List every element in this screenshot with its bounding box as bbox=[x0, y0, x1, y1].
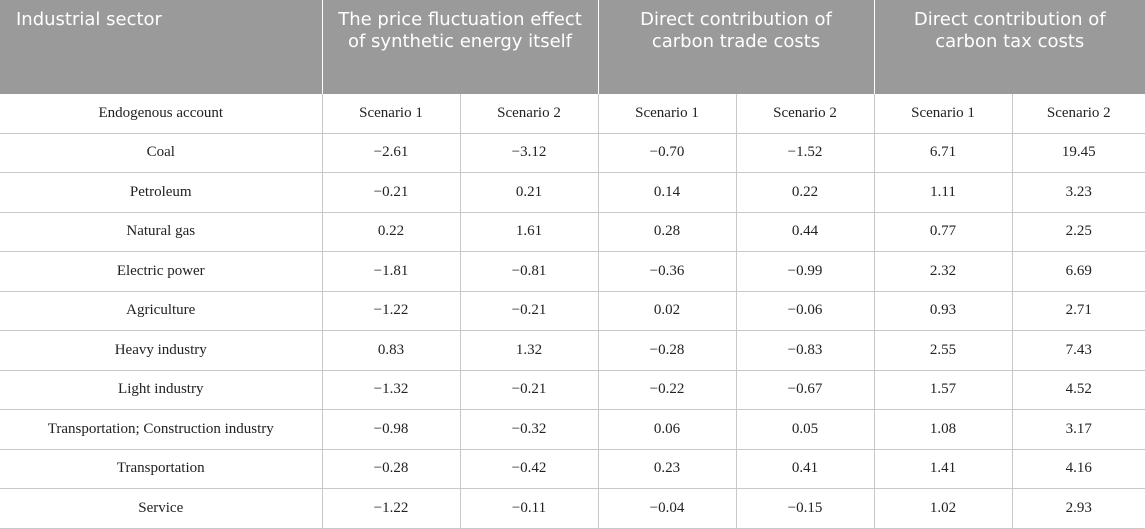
row-label: Service bbox=[0, 488, 323, 529]
table-row: Light industry −1.32 −0.21 −0.22 −0.67 1.57 4.… bbox=[0, 370, 1145, 410]
table-cell: −0.06 bbox=[736, 291, 875, 331]
table-cell: −1.22 bbox=[322, 488, 461, 529]
table-cell: −0.42 bbox=[460, 449, 599, 489]
table-cell: Scenario 1 bbox=[322, 94, 461, 134]
row-label: Electric power bbox=[0, 251, 323, 292]
table-cell: −3.12 bbox=[460, 133, 599, 173]
table-cell: −1.22 bbox=[322, 291, 461, 331]
table-cell: −0.28 bbox=[598, 330, 737, 371]
table-cell: 19.45 bbox=[1012, 133, 1145, 173]
table-cell: −0.98 bbox=[322, 409, 461, 450]
table-cell: 2.25 bbox=[1012, 212, 1145, 252]
row-label: Petroleum bbox=[0, 172, 323, 213]
table-cell: 0.44 bbox=[736, 212, 875, 252]
table-cell: −2.61 bbox=[322, 133, 461, 173]
table-cell: 0.22 bbox=[322, 212, 461, 252]
table-row: Coal −2.61 −3.12 −0.70 −1.52 6.71 19.45 bbox=[0, 133, 1145, 173]
table-row: Agriculture −1.22 −0.21 0.02 −0.06 0.93 2.71 bbox=[0, 291, 1145, 331]
row-label: Agriculture bbox=[0, 291, 323, 331]
table-cell: Scenario 1 bbox=[598, 94, 737, 134]
table-cell: 4.16 bbox=[1012, 449, 1145, 489]
table-cell: 1.41 bbox=[874, 449, 1013, 489]
table-cell: 1.32 bbox=[460, 330, 599, 371]
table-cell: 3.23 bbox=[1012, 172, 1145, 213]
table-cell: Scenario 2 bbox=[736, 94, 875, 134]
table-cell: 0.06 bbox=[598, 409, 737, 450]
table-cell: −0.21 bbox=[460, 291, 599, 331]
table-cell: 0.93 bbox=[874, 291, 1013, 331]
table-cell: 3.17 bbox=[1012, 409, 1145, 450]
table-cell: Scenario 1 bbox=[874, 94, 1013, 134]
row-label: Transportation bbox=[0, 449, 323, 489]
table-row: Transportation; Construction industry −0.… bbox=[0, 409, 1145, 450]
table-cell: −1.32 bbox=[322, 370, 461, 410]
header-carbon-tax: Direct contribution of carbon tax costs bbox=[874, 0, 1145, 94]
table-cell: Scenario 2 bbox=[1012, 94, 1145, 134]
table-cell: −0.15 bbox=[736, 488, 875, 529]
row-label: Light industry bbox=[0, 370, 323, 410]
table-cell: 2.71 bbox=[1012, 291, 1145, 331]
table-cell: 0.02 bbox=[598, 291, 737, 331]
table-row: Transportation −0.28 −0.42 0.23 0.41 1.41 4.16 bbox=[0, 449, 1145, 489]
table-cell: Scenario 2 bbox=[460, 94, 599, 134]
table-cell: −0.81 bbox=[460, 251, 599, 292]
table-cell: −0.21 bbox=[460, 370, 599, 410]
table-row: Electric power −1.81 −0.81 −0.36 −0.99 2.32 6.… bbox=[0, 251, 1145, 292]
row-label: Natural gas bbox=[0, 212, 323, 252]
row-label: Transportation; Construction industry bbox=[0, 409, 323, 450]
table-cell: 2.32 bbox=[874, 251, 1013, 292]
table-cell: 0.21 bbox=[460, 172, 599, 213]
table-cell: −0.70 bbox=[598, 133, 737, 173]
row-label: Endogenous account bbox=[0, 94, 323, 134]
header-price-fluctuation: The price fluctuation effect of syntheti… bbox=[322, 0, 599, 94]
table-cell: −0.04 bbox=[598, 488, 737, 529]
table-cell: 1.08 bbox=[874, 409, 1013, 450]
row-label: Heavy industry bbox=[0, 330, 323, 371]
table-cell: 1.61 bbox=[460, 212, 599, 252]
table-cell: −1.52 bbox=[736, 133, 875, 173]
subheader-row: Endogenous account Scenario 1 Scenario 2 Sc… bbox=[0, 94, 1145, 134]
table-cell: 6.71 bbox=[874, 133, 1013, 173]
table-row: Natural gas 0.22 1.61 0.28 0.44 0.77 2.25 bbox=[0, 212, 1145, 252]
table-cell: 0.05 bbox=[736, 409, 875, 450]
table-cell: −0.21 bbox=[322, 172, 461, 213]
table-cell: 4.52 bbox=[1012, 370, 1145, 410]
table-cell: 0.22 bbox=[736, 172, 875, 213]
table-row: Service −1.22 −0.11 −0.04 −0.15 1.02 2.93 bbox=[0, 488, 1145, 529]
table-cell: 0.14 bbox=[598, 172, 737, 213]
table-row: Petroleum −0.21 0.21 0.14 0.22 1.11 3.23 bbox=[0, 172, 1145, 213]
table-row: Heavy industry 0.83 1.32 −0.28 −0.83 2.55 7.43 bbox=[0, 330, 1145, 371]
table-cell: −0.28 bbox=[322, 449, 461, 489]
table-cell: 0.41 bbox=[736, 449, 875, 489]
table-cell: 0.77 bbox=[874, 212, 1013, 252]
table-cell: −0.99 bbox=[736, 251, 875, 292]
header-industrial-sector: Industrial sector bbox=[0, 0, 323, 94]
row-label: Coal bbox=[0, 133, 323, 173]
table-cell: 0.28 bbox=[598, 212, 737, 252]
table-cell: 2.55 bbox=[874, 330, 1013, 371]
table-cell: 7.43 bbox=[1012, 330, 1145, 371]
table-cell: 1.02 bbox=[874, 488, 1013, 529]
table-cell: −0.36 bbox=[598, 251, 737, 292]
table-cell: −0.67 bbox=[736, 370, 875, 410]
table-cell: −0.32 bbox=[460, 409, 599, 450]
table-cell: 2.93 bbox=[1012, 488, 1145, 529]
table-cell: −1.81 bbox=[322, 251, 461, 292]
table-cell: 1.57 bbox=[874, 370, 1013, 410]
table-cell: 6.69 bbox=[1012, 251, 1145, 292]
table-cell: −0.83 bbox=[736, 330, 875, 371]
table-cell: 1.11 bbox=[874, 172, 1013, 213]
header-row: Industrial sector The price fluctuation … bbox=[0, 0, 1145, 94]
header-carbon-trade: Direct contribution of carbon trade cost… bbox=[598, 0, 875, 94]
table-cell: 0.23 bbox=[598, 449, 737, 489]
table-cell: −0.22 bbox=[598, 370, 737, 410]
table-cell: −0.11 bbox=[460, 488, 599, 529]
table-cell: 0.83 bbox=[322, 330, 461, 371]
